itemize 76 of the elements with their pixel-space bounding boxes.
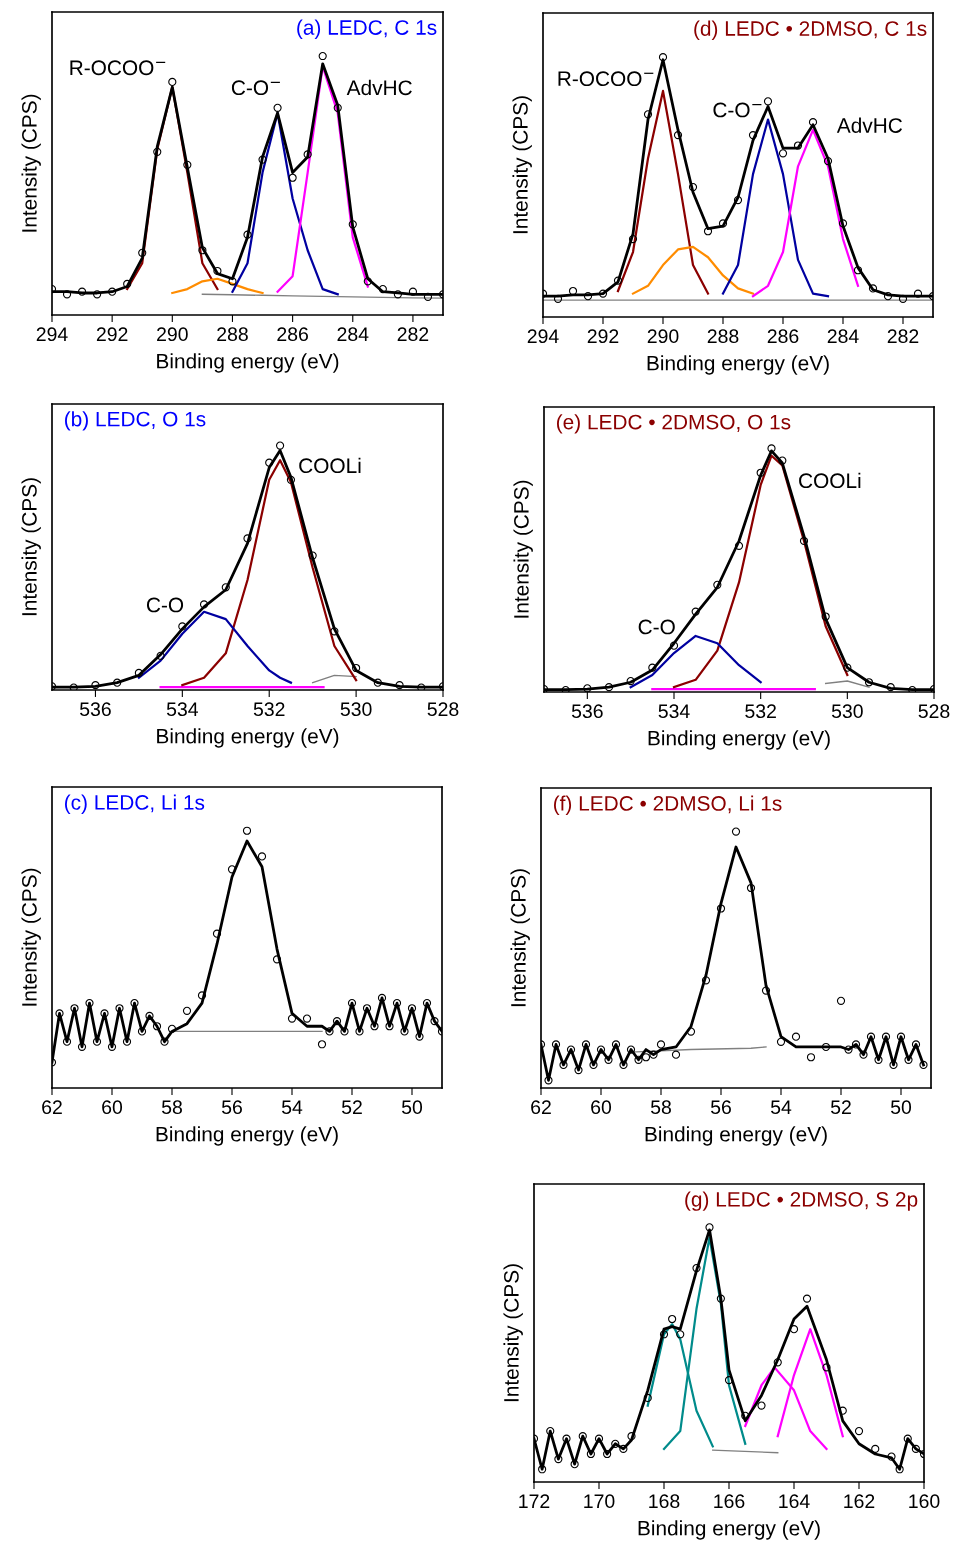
- x-tick-label: 536: [80, 702, 111, 717]
- x-tick-label: 288: [217, 327, 248, 342]
- x-tick-label: 58: [650, 1100, 671, 1115]
- x-tick-label: 290: [647, 329, 679, 344]
- x-tick-label: 160: [909, 1494, 940, 1509]
- x-tick-label: 528: [427, 702, 459, 717]
- x-tick-label: 54: [281, 1100, 303, 1115]
- annotation: R-OCOO$^{−}$: [70, 60, 166, 76]
- x-tick-label: 60: [591, 1100, 612, 1115]
- x-tick-label: 284: [337, 327, 369, 342]
- y-axis-title: Intensity (CPS): [512, 96, 532, 234]
- y-axis-title: Intensity (CPS): [513, 480, 533, 618]
- chart-title: (f) LEDC • 2DMSO, Li 1s: [553, 795, 782, 815]
- x-tick-label: 288: [707, 329, 739, 344]
- x-tick-label: 50: [401, 1100, 423, 1115]
- x-tick-label: 286: [767, 329, 799, 344]
- x-tick-label: 172: [519, 1494, 550, 1508]
- y-axis-title: Intensity (CPS): [503, 1264, 523, 1402]
- x-tick-label: 292: [587, 329, 619, 344]
- x-axis-title: Binding energy (eV): [648, 730, 830, 750]
- chart-title: (e) LEDC • 2DMSO, O 1s: [556, 414, 791, 434]
- x-tick-label: 286: [277, 327, 308, 342]
- y-axis-title: Intensity (CPS): [21, 478, 41, 616]
- x-axis-title: Binding energy (eV): [157, 728, 339, 748]
- x-axis-title: Binding energy (eV): [638, 1520, 820, 1540]
- x-tick-label: 58: [161, 1100, 182, 1115]
- x-tick-label: 294: [36, 327, 68, 342]
- x-tick-label: 534: [658, 704, 690, 719]
- x-tick-label: 56: [221, 1100, 242, 1115]
- x-tick-label: 62: [531, 1100, 551, 1115]
- x-tick-label: 52: [341, 1100, 362, 1115]
- x-tick-label: 166: [714, 1494, 745, 1509]
- annotation: C-O: [146, 597, 184, 613]
- x-tick-label: 532: [253, 702, 285, 717]
- x-tick-label: 170: [584, 1494, 615, 1509]
- x-tick-label: 532: [745, 704, 776, 719]
- annotation: R-OCOO$^{−}$: [558, 71, 654, 87]
- x-tick-label: 282: [887, 329, 919, 344]
- x-tick-label: 528: [918, 704, 950, 719]
- x-tick-label: 536: [571, 704, 603, 719]
- chart-title: (b) LEDC, O 1s: [65, 411, 206, 431]
- x-tick-label: 168: [649, 1494, 680, 1509]
- x-tick-label: 290: [157, 327, 188, 342]
- x-tick-label: 282: [397, 327, 429, 342]
- x-tick-label: 534: [166, 702, 198, 717]
- x-axis-title: Binding energy (eV): [156, 1126, 338, 1146]
- x-tick-label: 162: [844, 1494, 875, 1509]
- annotation: C-O$^{−}$: [713, 102, 762, 118]
- x-tick-label: 56: [710, 1100, 731, 1115]
- x-tick-label: 52: [830, 1100, 851, 1115]
- chart-title: (a) LEDC, C 1s: [297, 19, 437, 39]
- annotation: COOLi: [799, 472, 861, 489]
- x-tick-label: 292: [96, 327, 128, 342]
- x-axis-title: Binding energy (eV): [647, 355, 829, 375]
- annotation: C-O$^{−}$: [231, 80, 280, 96]
- annotation: AdvHC: [836, 117, 903, 133]
- chart-title: (d) LEDC • 2DMSO, C 1s: [694, 20, 927, 41]
- annotation: C-O: [638, 619, 675, 635]
- x-axis-title: Binding energy (eV): [645, 1126, 827, 1146]
- x-tick-label: 50: [890, 1100, 912, 1115]
- x-tick-label: 294: [527, 329, 559, 344]
- y-axis-title: Intensity (CPS): [21, 868, 41, 1006]
- chart-title: (c) LEDC, Li 1s: [64, 794, 205, 814]
- x-tick-label: 284: [827, 329, 859, 344]
- y-axis-title: Intensity (CPS): [510, 869, 530, 1007]
- x-tick-label: 530: [340, 702, 372, 717]
- chart-title: (g) LEDC • 2DMSO, S 2p: [685, 1191, 918, 1211]
- x-tick-label: 60: [102, 1100, 123, 1115]
- x-axis-title: Binding energy (eV): [157, 353, 339, 373]
- annotation: AdvHC: [346, 79, 412, 96]
- x-tick-label: 164: [779, 1494, 810, 1509]
- y-axis-title: Intensity (CPS): [21, 94, 41, 232]
- x-tick-label: 62: [42, 1100, 62, 1115]
- x-tick-label: 54: [770, 1100, 792, 1115]
- annotation: COOLi: [299, 457, 361, 474]
- x-tick-label: 530: [831, 704, 863, 719]
